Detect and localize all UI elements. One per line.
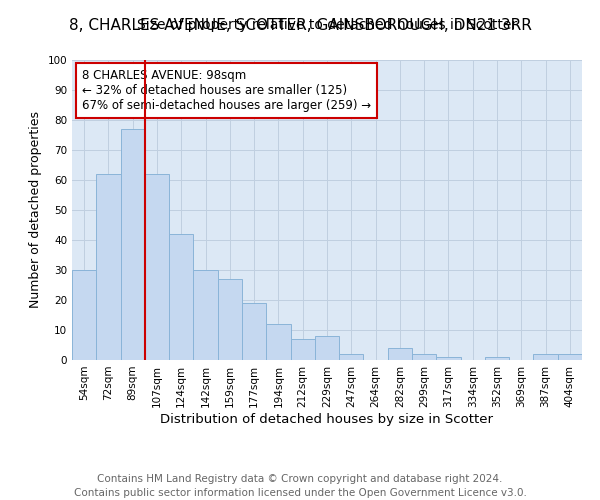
Bar: [558, 354, 582, 360]
Bar: [72, 270, 96, 360]
X-axis label: Distribution of detached houses by size in Scotter: Distribution of detached houses by size …: [161, 412, 493, 426]
Bar: [145, 174, 169, 360]
Text: 8, CHARLES AVENUE, SCOTTER, GAINSBOROUGH, DN21 3RR: 8, CHARLES AVENUE, SCOTTER, GAINSBOROUGH…: [68, 18, 532, 32]
Bar: [193, 270, 218, 360]
Bar: [315, 336, 339, 360]
Bar: [121, 129, 145, 360]
Text: Contains HM Land Registry data © Crown copyright and database right 2024.
Contai: Contains HM Land Registry data © Crown c…: [74, 474, 526, 498]
Bar: [169, 234, 193, 360]
Bar: [436, 357, 461, 360]
Bar: [290, 339, 315, 360]
Bar: [339, 354, 364, 360]
Bar: [242, 303, 266, 360]
Y-axis label: Number of detached properties: Number of detached properties: [29, 112, 42, 308]
Bar: [533, 354, 558, 360]
Bar: [96, 174, 121, 360]
Bar: [388, 348, 412, 360]
Text: 8 CHARLES AVENUE: 98sqm
← 32% of detached houses are smaller (125)
67% of semi-d: 8 CHARLES AVENUE: 98sqm ← 32% of detache…: [82, 69, 371, 112]
Title: Size of property relative to detached houses in Scotter: Size of property relative to detached ho…: [137, 18, 517, 32]
Bar: [266, 324, 290, 360]
Bar: [218, 279, 242, 360]
Bar: [485, 357, 509, 360]
Bar: [412, 354, 436, 360]
